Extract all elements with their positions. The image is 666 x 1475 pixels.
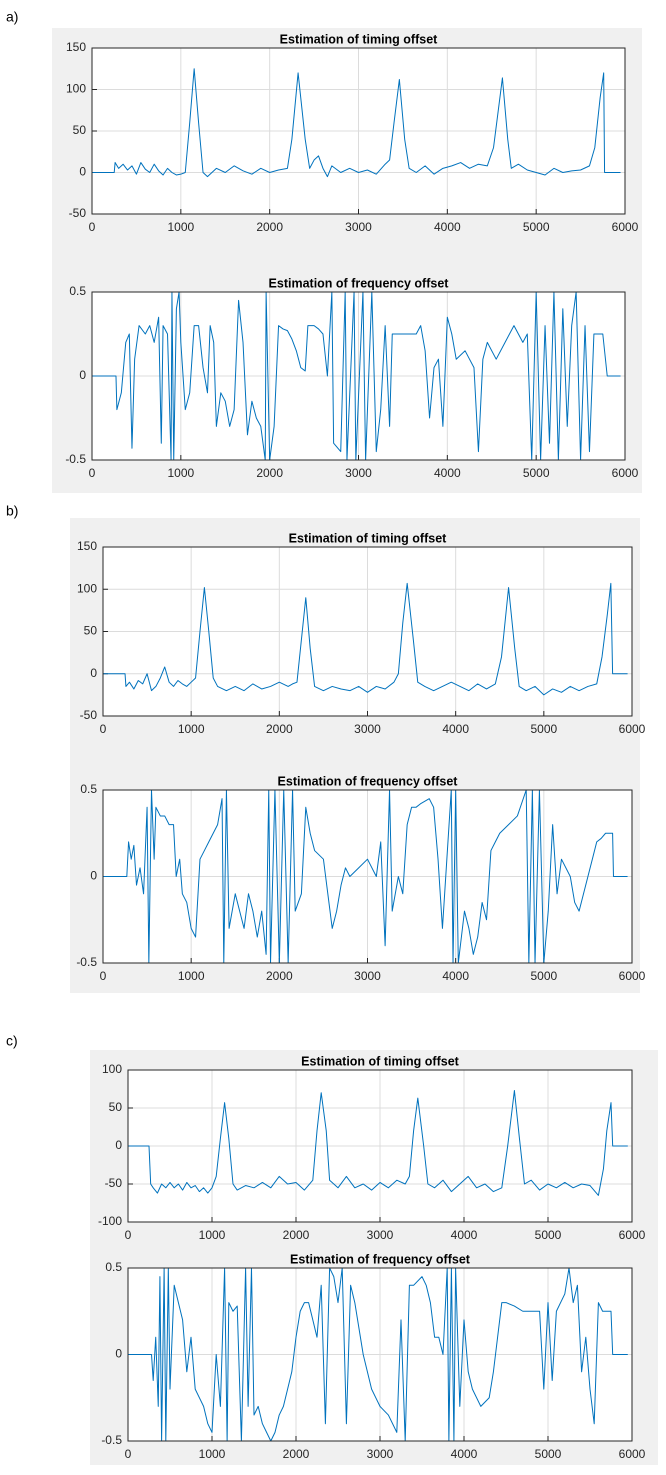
data-line — [92, 68, 621, 178]
y-tick-label: -50 — [105, 1176, 123, 1190]
y-tick-label: 100 — [102, 1062, 122, 1076]
x-tick-label: 3000 — [354, 722, 381, 736]
data-line — [92, 291, 621, 461]
x-tick-label: 4000 — [442, 969, 469, 983]
plot-frame — [102, 789, 633, 964]
x-tick-label: 6000 — [619, 722, 646, 736]
x-tick-label: 5000 — [530, 722, 557, 736]
x-tick-label: 3000 — [367, 1447, 394, 1461]
x-tick-label: 2000 — [256, 220, 283, 234]
y-tick-label: -0.5 — [65, 452, 86, 466]
x-tick-label: 4000 — [451, 1447, 478, 1461]
x-tick-label: 1000 — [167, 466, 194, 480]
x-tick-label: 1000 — [199, 1447, 226, 1461]
x-tick-label: 0 — [100, 722, 107, 736]
x-tick-label: 5000 — [523, 220, 550, 234]
chart-title: Estimation of timing offset — [289, 531, 447, 545]
plot-frame — [91, 291, 626, 461]
x-tick-label: 0 — [89, 466, 96, 480]
y-tick-label: 0 — [79, 368, 86, 382]
x-tick-label: 4000 — [434, 220, 461, 234]
x-tick-label: 0 — [89, 220, 96, 234]
x-tick-label: 1000 — [178, 722, 205, 736]
x-tick-label: 4000 — [451, 1228, 478, 1242]
x-tick-label: 2000 — [283, 1228, 310, 1242]
x-tick-label: 6000 — [612, 466, 639, 480]
chart-title: Estimation of frequency offset — [290, 1252, 471, 1266]
x-tick-label: 2000 — [266, 722, 293, 736]
plot-frame — [102, 546, 633, 717]
chart-title: Estimation of timing offset — [301, 1054, 459, 1068]
y-tick-label: 0 — [90, 869, 97, 883]
y-tick-label: 0 — [79, 165, 86, 179]
y-tick-label: 0 — [115, 1138, 122, 1152]
y-tick-label: 150 — [77, 539, 97, 553]
x-tick-label: 6000 — [619, 1228, 646, 1242]
y-tick-label: 0.5 — [80, 782, 97, 796]
x-tick-label: 4000 — [434, 466, 461, 480]
y-tick-label: -50 — [80, 708, 98, 722]
y-tick-label: -0.5 — [101, 1433, 122, 1447]
x-tick-label: 5000 — [530, 969, 557, 983]
plot-frame — [127, 1267, 633, 1442]
x-tick-label: 0 — [125, 1228, 132, 1242]
data-line — [128, 1267, 628, 1442]
plot-frame — [91, 47, 626, 215]
x-tick-label: 4000 — [442, 722, 469, 736]
x-tick-label: 3000 — [345, 220, 372, 234]
x-tick-label: 3000 — [354, 969, 381, 983]
y-tick-label: -100 — [98, 1214, 122, 1228]
x-tick-label: 1000 — [178, 969, 205, 983]
y-tick-label: -0.5 — [76, 955, 97, 969]
y-tick-label: 50 — [109, 1100, 123, 1114]
x-tick-label: 6000 — [612, 220, 639, 234]
x-tick-label: 3000 — [345, 466, 372, 480]
chart-title: Estimation of frequency offset — [269, 276, 450, 290]
chart-title: Estimation of frequency offset — [278, 774, 459, 788]
x-tick-label: 2000 — [266, 969, 293, 983]
x-tick-label: 5000 — [523, 466, 550, 480]
y-tick-label: 50 — [84, 624, 98, 638]
y-tick-label: 0 — [115, 1347, 122, 1361]
x-tick-label: 2000 — [256, 466, 283, 480]
x-tick-label: 6000 — [619, 969, 646, 983]
y-tick-label: -50 — [69, 206, 87, 220]
y-tick-label: 150 — [66, 40, 86, 54]
y-tick-label: 0.5 — [105, 1260, 122, 1274]
data-line — [103, 582, 628, 696]
x-tick-label: 1000 — [167, 220, 194, 234]
panel-label: c) — [6, 1033, 18, 1049]
plot-frame — [127, 1069, 633, 1223]
panel-label: a) — [6, 9, 18, 25]
x-tick-label: 0 — [100, 969, 107, 983]
x-tick-label: 1000 — [199, 1228, 226, 1242]
y-tick-label: 100 — [77, 581, 97, 595]
y-tick-label: 0.5 — [69, 284, 86, 298]
panel-label: b) — [6, 503, 18, 519]
data-line — [128, 1090, 628, 1196]
x-tick-label: 5000 — [535, 1447, 562, 1461]
x-tick-label: 2000 — [283, 1447, 310, 1461]
y-tick-label: 50 — [73, 123, 87, 137]
x-tick-label: 5000 — [535, 1228, 562, 1242]
x-tick-label: 3000 — [367, 1228, 394, 1242]
y-tick-label: 0 — [90, 666, 97, 680]
x-tick-label: 0 — [125, 1447, 132, 1461]
chart-title: Estimation of timing offset — [280, 32, 438, 46]
x-tick-label: 6000 — [619, 1447, 646, 1461]
y-tick-label: 100 — [66, 82, 86, 96]
data-line — [103, 789, 628, 964]
